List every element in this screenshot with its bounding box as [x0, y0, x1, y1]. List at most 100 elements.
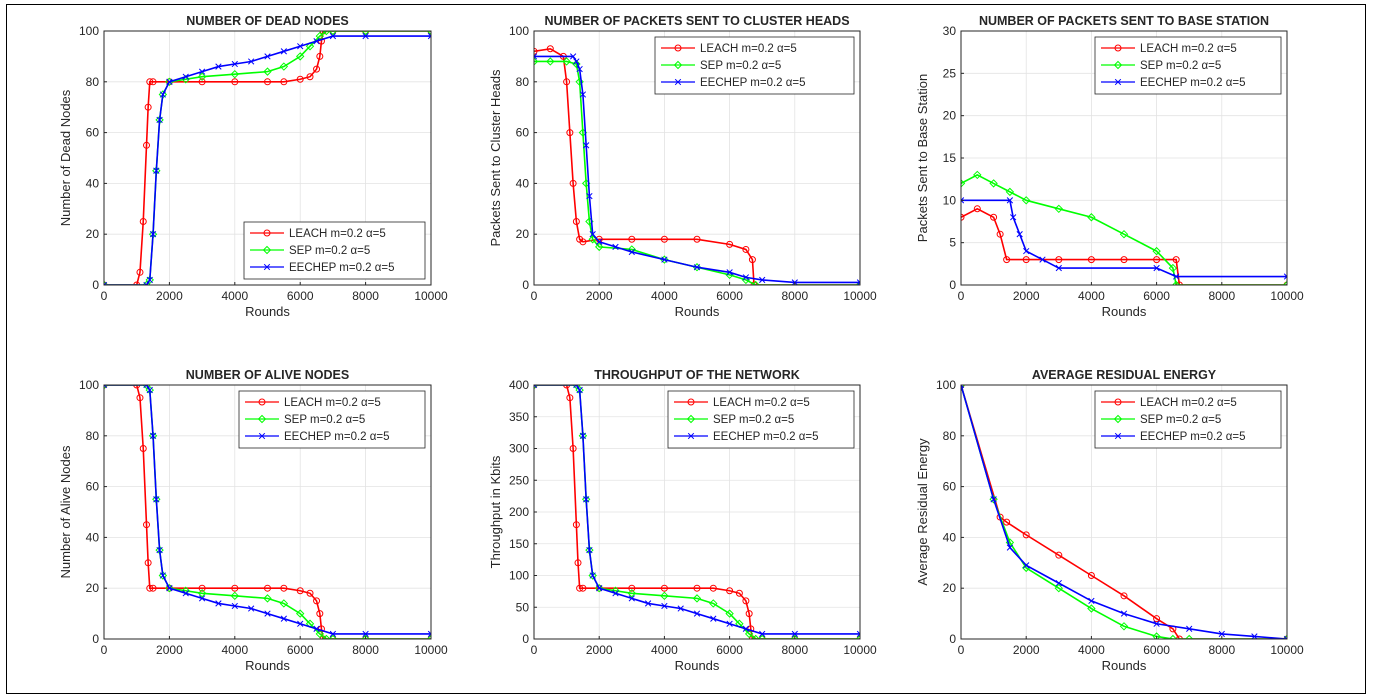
data-point: [104, 281, 108, 285]
data-point: [961, 385, 965, 389]
data-point: [362, 630, 369, 638]
legend-entry: LEACH m=0.2 α=5: [700, 43, 797, 55]
data-point: [264, 610, 271, 617]
data-point: [573, 385, 580, 389]
data-point: [1023, 562, 1030, 569]
data-point: [744, 629, 754, 639]
data-point: [426, 634, 431, 639]
legend-entry: LEACH m=0.2 α=5: [1140, 397, 1237, 409]
data-point: [247, 605, 255, 612]
x-axis-label: Rounds: [1102, 304, 1147, 319]
data-point: [693, 264, 701, 271]
data-point: [693, 584, 701, 592]
y-tick-label: 300: [509, 442, 529, 456]
data-point: [181, 586, 190, 595]
legend-entry: SEP m=0.2 α=5: [713, 414, 794, 426]
data-point: [197, 72, 207, 81]
legend-marker: [687, 432, 695, 440]
x-tick-label: 0: [101, 643, 108, 657]
data-point: [279, 599, 289, 608]
data-point: [1120, 256, 1128, 264]
y-tick-label: 20: [943, 109, 957, 123]
data-point: [546, 45, 554, 53]
data-point: [1087, 256, 1095, 264]
chart-title: THROUGHPUT OF THE NETWORK: [594, 368, 800, 382]
data-point: [1055, 579, 1062, 587]
data-point: [856, 279, 860, 285]
chart-title: NUMBER OF PACKETS SENT TO CLUSTER HEADS: [544, 14, 849, 28]
y-tick-label: 40: [943, 530, 957, 544]
legend-entry: SEP m=0.2 α=5: [700, 60, 781, 72]
chart-1: 0 2000 4000 6000 8000 10000 0 20 40 60 80 100 NUMBER…: [58, 14, 448, 319]
legend-entry: SEP m=0.2 α=5: [1140, 414, 1221, 426]
data-point: [961, 179, 966, 188]
data-point: [563, 78, 571, 86]
data-point: [973, 205, 981, 213]
data-point: [677, 605, 684, 612]
data-point: [589, 231, 596, 238]
series-line: [104, 31, 431, 285]
data-point: [197, 589, 207, 598]
x-tick-label: 10000: [843, 643, 877, 657]
legend-marker: [673, 60, 683, 70]
y-tick-label: 40: [516, 176, 530, 190]
y-tick-label: 0: [949, 278, 956, 292]
y-tick-label: 0: [949, 632, 956, 646]
data-point: [596, 585, 603, 592]
data-point: [264, 53, 271, 60]
legend-entry: EECHEP m=0.2 α=5: [700, 77, 806, 89]
data-point: [1006, 544, 1014, 551]
data-point: [1184, 634, 1194, 639]
data-point: [305, 42, 315, 51]
x-tick-label: 10000: [1270, 289, 1304, 303]
data-point: [990, 496, 997, 503]
data-point: [153, 167, 160, 174]
data-point: [1153, 620, 1160, 627]
data-point: [745, 610, 753, 618]
y-tick-label: 20: [86, 581, 100, 595]
data-point: [297, 43, 304, 50]
data-point: [751, 634, 760, 639]
data-point: [1088, 597, 1095, 605]
y-tick-label: 5: [949, 236, 956, 250]
data-point: [562, 57, 571, 66]
legend-marker: [258, 432, 266, 440]
data-point: [295, 609, 305, 618]
data-point: [427, 32, 431, 40]
data-point: [313, 597, 321, 605]
series-line: [534, 385, 860, 639]
x-axis-label: Rounds: [245, 658, 290, 673]
data-point: [692, 594, 702, 603]
y-axis-label: Packets Sent to Base Station: [915, 74, 930, 242]
data-point: [710, 615, 717, 622]
x-tick-label: 0: [531, 643, 538, 657]
y-tick-label: 100: [509, 24, 529, 38]
legend-entry: LEACH m=0.2 α=5: [1140, 43, 1237, 55]
series-line: [961, 385, 1287, 639]
series-line: [961, 207, 1287, 285]
data-point: [296, 75, 304, 83]
series-line: [104, 35, 431, 285]
x-tick-label: 2000: [1013, 643, 1040, 657]
data-point: [1023, 247, 1030, 255]
data-point: [759, 276, 766, 284]
data-point: [534, 47, 538, 55]
y-tick-label: 150: [509, 537, 529, 551]
data-point: [1175, 635, 1183, 639]
data-point: [996, 230, 1004, 238]
data-point: [361, 31, 370, 36]
data-point: [748, 256, 756, 264]
data-point: [572, 521, 580, 529]
data-point: [1087, 572, 1095, 579]
data-point: [628, 595, 635, 602]
data-point: [759, 630, 766, 638]
data-point: [586, 546, 593, 554]
data-point: [159, 572, 167, 579]
data-point: [751, 280, 760, 285]
data-point: [230, 69, 240, 79]
data-point: [139, 445, 147, 452]
series-group: [104, 385, 431, 639]
data-point: [573, 58, 580, 65]
legend-marker: [686, 414, 696, 424]
legend: LEACH m=0.2 α=5 SEP m=0.2 α=5 EECHEP m=0.2…: [1094, 390, 1282, 449]
